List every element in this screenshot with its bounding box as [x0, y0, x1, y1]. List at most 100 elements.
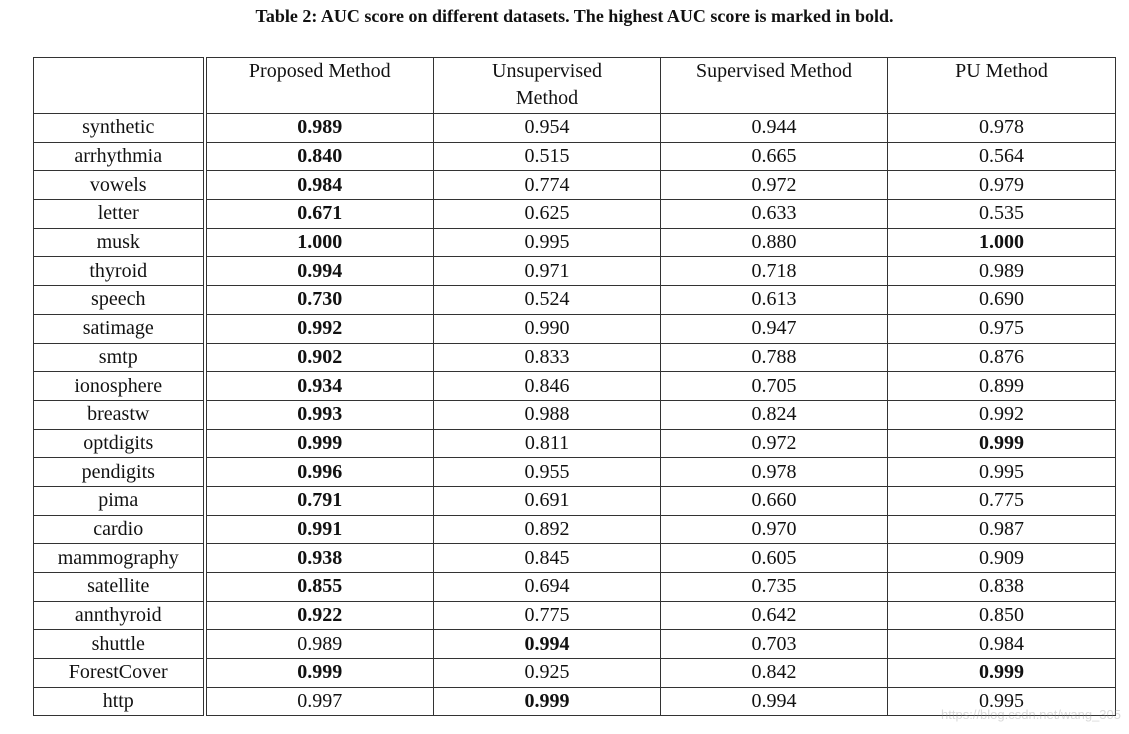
table-row: vowels 0.984 0.774 0.972 0.979 — [33, 170, 1116, 201]
score-cell: 0.840 — [204, 141, 434, 172]
score-cell: 0.999 — [433, 686, 661, 717]
score-cell: 0.971 — [433, 256, 661, 287]
score-cell: 0.989 — [204, 629, 434, 660]
score-cell: 0.564 — [887, 141, 1116, 172]
score-cell: 0.902 — [204, 342, 434, 373]
dataset-cell: pima — [33, 485, 207, 516]
dataset-cell: satimage — [33, 313, 207, 344]
score-cell: 0.938 — [204, 543, 434, 573]
score-cell: 0.613 — [660, 285, 888, 315]
score-cell: 0.642 — [660, 600, 888, 631]
table-row: breastw 0.993 0.988 0.824 0.992 — [33, 399, 1116, 430]
score-cell: 0.990 — [433, 313, 661, 344]
score-cell: 0.999 — [887, 658, 1116, 688]
score-cell: 0.997 — [204, 686, 434, 717]
dataset-cell: speech — [33, 285, 207, 315]
table-row: cardio 0.991 0.892 0.970 0.987 — [33, 514, 1116, 545]
dataset-cell: arrhythmia — [33, 141, 207, 172]
column-header: Unsupervised Method — [433, 57, 661, 114]
score-cell: 0.994 — [433, 629, 661, 660]
score-cell: 0.515 — [433, 141, 661, 172]
score-cell: 0.690 — [887, 285, 1116, 315]
score-cell: 0.925 — [433, 658, 661, 688]
score-cell: 0.605 — [660, 543, 888, 573]
table-body: synthetic 0.989 0.954 0.944 0.978 arrhythmia 0… — [33, 113, 1116, 717]
score-cell: 0.972 — [660, 428, 888, 459]
dataset-cell: annthyroid — [33, 600, 207, 631]
dataset-cell: vowels — [33, 170, 207, 201]
score-cell: 0.954 — [433, 113, 661, 143]
score-cell: 0.535 — [887, 199, 1116, 229]
table-row: pendigits 0.996 0.955 0.978 0.995 — [33, 457, 1116, 487]
table-caption: Table 2: AUC score on different datasets… — [255, 6, 894, 26]
score-cell: 0.978 — [887, 113, 1116, 143]
table-row: annthyroid 0.922 0.775 0.642 0.850 — [33, 600, 1116, 631]
score-cell: 0.838 — [887, 572, 1116, 602]
score-cell: 1.000 — [204, 227, 434, 258]
dataset-cell: thyroid — [33, 256, 207, 287]
score-cell: 0.994 — [660, 686, 888, 717]
watermark: https://blog.csdn.net/wang_305 — [941, 707, 1121, 722]
score-cell: 0.996 — [204, 457, 434, 487]
score-cell: 0.995 — [887, 457, 1116, 487]
dataset-cell: synthetic — [33, 113, 207, 143]
score-cell: 0.730 — [204, 285, 434, 315]
dataset-cell: http — [33, 686, 207, 717]
score-cell: 0.735 — [660, 572, 888, 602]
score-cell: 0.988 — [433, 399, 661, 430]
score-cell: 0.999 — [204, 658, 434, 688]
table-row: letter 0.671 0.625 0.633 0.535 — [33, 199, 1116, 229]
column-header: PU Method — [887, 57, 1116, 114]
score-cell: 0.880 — [660, 227, 888, 258]
score-cell: 0.989 — [204, 113, 434, 143]
score-cell: 0.791 — [204, 485, 434, 516]
table-row: musk 1.000 0.995 0.880 1.000 — [33, 227, 1116, 258]
table-row: http 0.997 0.999 0.994 0.995 — [33, 686, 1116, 717]
score-cell: 0.774 — [433, 170, 661, 201]
table-row: smtp 0.902 0.833 0.788 0.876 — [33, 342, 1116, 373]
auc-table: Proposed Method Unsupervised Method Superv… — [33, 57, 1116, 717]
score-cell: 0.978 — [660, 457, 888, 487]
score-cell: 0.899 — [887, 371, 1116, 401]
score-cell: 0.984 — [204, 170, 434, 201]
score-cell: 0.999 — [204, 428, 434, 459]
dataset-cell: ionosphere — [33, 371, 207, 401]
score-cell: 0.995 — [887, 686, 1116, 717]
table-row: ForestCover 0.999 0.925 0.842 0.999 — [33, 658, 1116, 688]
dataset-cell: cardio — [33, 514, 207, 545]
score-cell: 0.811 — [433, 428, 661, 459]
score-cell: 0.665 — [660, 141, 888, 172]
score-cell: 0.955 — [433, 457, 661, 487]
score-cell: 0.876 — [887, 342, 1116, 373]
score-cell: 0.984 — [887, 629, 1116, 660]
score-cell: 0.855 — [204, 572, 434, 602]
score-cell: 0.987 — [887, 514, 1116, 545]
score-cell: 0.892 — [433, 514, 661, 545]
score-cell: 0.625 — [433, 199, 661, 229]
score-cell: 0.694 — [433, 572, 661, 602]
score-cell: 0.995 — [433, 227, 661, 258]
score-cell: 0.934 — [204, 371, 434, 401]
score-cell: 0.824 — [660, 399, 888, 430]
score-cell: 0.705 — [660, 371, 888, 401]
score-cell: 0.775 — [433, 600, 661, 631]
score-cell: 1.000 — [887, 227, 1116, 258]
score-cell: 0.833 — [433, 342, 661, 373]
score-cell: 0.524 — [433, 285, 661, 315]
corner-cell — [33, 57, 207, 114]
dataset-cell: ForestCover — [33, 658, 207, 688]
table-row: speech 0.730 0.524 0.613 0.690 — [33, 285, 1116, 315]
score-cell: 0.691 — [433, 485, 661, 516]
table-row: shuttle 0.989 0.994 0.703 0.984 — [33, 629, 1116, 660]
table-row: pima 0.791 0.691 0.660 0.775 — [33, 485, 1116, 516]
table-row: synthetic 0.989 0.954 0.944 0.978 — [33, 113, 1116, 143]
score-cell: 0.992 — [887, 399, 1116, 430]
score-cell: 0.999 — [887, 428, 1116, 459]
score-cell: 0.850 — [887, 600, 1116, 631]
score-cell: 0.909 — [887, 543, 1116, 573]
table-row: ionosphere 0.934 0.846 0.705 0.899 — [33, 371, 1116, 401]
dataset-cell: breastw — [33, 399, 207, 430]
score-cell: 0.989 — [887, 256, 1116, 287]
score-cell: 0.970 — [660, 514, 888, 545]
